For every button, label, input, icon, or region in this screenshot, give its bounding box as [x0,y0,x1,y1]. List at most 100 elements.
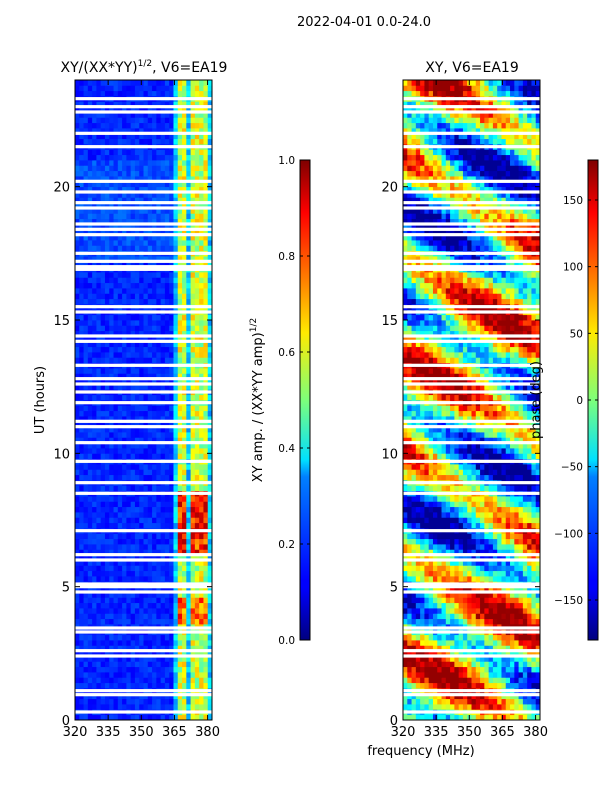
amp-heatmap-cell [152,272,157,278]
amp-heatmap-cell [177,357,183,364]
phase-heatmap-cell [514,565,519,572]
amp-heatmap-cell [87,245,93,252]
amp-heatmap-cell [83,85,89,92]
amp-heatmap-cell [203,357,209,364]
amp-heatmap-cell [190,330,196,337]
phase-heatmap-cell [462,576,468,582]
amp-heatmap-cell [109,608,114,614]
amp-heatmap-cell [143,282,149,289]
amp-heatmap-cell [75,277,80,284]
amp-heatmap-cell [92,213,97,220]
amp-heatmap-cell [194,714,200,721]
phase-heatmap-cell [475,586,481,593]
amp-heatmap-cell [130,90,136,97]
amp-heatmap-cell [190,208,196,214]
amp-heatmap-cell [152,394,157,401]
amp-heatmap-cell [104,229,110,236]
amp-heatmap-cell [75,666,80,673]
amp-heatmap-cell [156,160,162,166]
phase-heatmap-cell [428,704,434,710]
amp-heatmap-cell [100,522,106,529]
amp-heatmap-cell [83,181,89,188]
amp-heatmap-cell [177,570,183,577]
amp-heatmap-cell [203,416,209,422]
amp-heatmap-flagged-row [75,459,212,463]
amp-heatmap-cell [75,597,80,604]
amp-heatmap-cell [177,170,183,177]
amp-heatmap-cell [147,170,153,177]
amp-heatmap-cell [173,597,179,604]
phase-heatmap-cell [475,677,481,684]
phase-heatmap-cell [420,682,425,689]
amp-heatmap-cell [117,592,123,598]
amp-heatmap-cell [130,229,136,236]
phase-heatmap-cell [535,586,541,593]
amp-heatmap-cell [152,432,157,438]
amp-heatmap-cell [87,448,93,454]
phase-heatmap-cell [505,602,511,609]
amp-heatmap-cell [139,117,144,124]
amp-heatmap-cell [199,325,204,332]
amp-heatmap-cell [134,448,140,454]
amp-heatmap-cell [177,240,183,246]
amp-heatmap-cell [139,474,144,481]
amp-heatmap-cell [75,544,80,550]
amp-heatmap-cell [186,448,191,454]
amp-heatmap-cell [139,640,144,646]
phase-heatmap-cell [407,672,412,678]
amp-heatmap-cell [177,464,183,470]
amp-heatmap-cell [117,165,123,172]
amp-heatmap-cell [156,336,162,342]
amp-heatmap-cell [126,666,132,673]
amp-heatmap-cell [113,90,119,97]
phase-heatmap-cell [497,672,502,678]
phase-heatmap-cell [420,618,425,625]
amp-heatmap-cell [83,149,89,156]
amp-heatmap-cell [203,90,209,97]
amp-heatmap-cell [194,325,200,332]
phase-heatmap-cell [471,570,477,577]
amp-heatmap-cell [152,565,157,572]
amp-heatmap-cell [182,112,187,118]
amp-heatmap-cell [143,640,149,646]
amp-heatmap-cell [134,352,140,358]
phase-heatmap-cell [454,645,460,652]
phase-heatmap-cell [454,640,460,646]
amp-heatmap-cell [147,272,153,278]
phase-heatmap-cell [407,645,412,652]
amp-heatmap-cell [92,373,97,380]
amp-heatmap-cell [92,597,97,604]
amp-heatmap-cell [203,224,209,230]
amp-heatmap-cell [203,256,209,262]
phase-heatmap-cell [450,656,455,662]
amp-heatmap-cell [164,549,170,556]
amp-heatmap-cell [203,170,209,177]
amp-heatmap-cell [96,176,102,182]
amp-heatmap-cell [117,229,123,236]
amp-heatmap-cell [109,698,114,705]
amp-heatmap-cell [156,618,162,625]
amp-heatmap-cell [186,330,191,337]
amp-heatmap-cell [203,261,209,268]
amp-heatmap-cell [160,245,166,252]
phase-heatmap-cell [458,672,464,678]
amp-heatmap-cell [104,138,110,145]
amp-heatmap-cell [207,501,213,508]
amp-heatmap-cell [130,634,136,641]
amp-heatmap-cell [199,634,204,641]
amp-heatmap-cell [100,170,106,177]
phase-panel-title: XY, V6=EA19 [425,60,519,76]
amp-heatmap-cell [186,666,191,673]
amp-heatmap-cell [113,698,119,705]
amp-heatmap-cell [199,176,204,182]
amp-heatmap-cell [190,496,196,502]
amp-heatmap-cell [79,378,84,385]
amp-heatmap-cell [122,282,127,289]
amp-heatmap-cell [79,426,84,433]
amp-heatmap-cell [139,506,144,513]
amp-heatmap-cell [186,650,191,657]
amp-heatmap-cell [79,346,84,353]
amp-heatmap-cell [100,352,106,358]
phase-heatmap-cell [492,544,498,550]
phase-heatmap-cell [462,656,468,662]
